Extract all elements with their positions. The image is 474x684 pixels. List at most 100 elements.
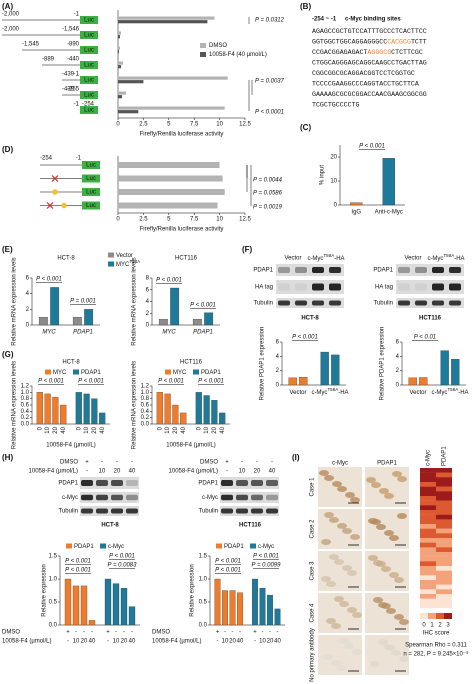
colorbar-segment — [420, 613, 428, 619]
sequence-line: GAAAAGCGCGCGGACCAACGAAGCGGCGG — [312, 91, 427, 98]
ihc-tissue — [397, 513, 407, 519]
x-tick-label: Vector — [409, 390, 426, 396]
heatmap-cell — [420, 584, 436, 590]
condition-value: - — [115, 630, 117, 636]
ihc-tissue — [334, 559, 344, 565]
ihc-tissue — [386, 608, 396, 614]
blot-strip — [80, 506, 139, 516]
y-tick-label: 1.5 — [49, 554, 58, 560]
bar — [118, 16, 215, 20]
statistic: Spearman Rho = 0.311 — [405, 643, 467, 649]
bar — [288, 377, 297, 386]
colorbar-label: 3 — [446, 623, 450, 629]
blot-strip — [220, 492, 279, 503]
bar — [44, 393, 51, 425]
construct-label: -254 — [82, 102, 95, 108]
colorbar-label: 0 — [422, 623, 426, 629]
bar — [80, 585, 88, 626]
blot-band — [221, 494, 233, 501]
y-tick-label: 0 — [276, 383, 280, 389]
y-tick-label: 0 — [26, 323, 30, 329]
ihc-image — [365, 467, 409, 507]
blot-band — [449, 283, 461, 291]
bar — [64, 578, 72, 626]
ihc-tissue — [321, 576, 331, 582]
bar — [259, 588, 266, 626]
p-value: P < 0.001 — [253, 554, 279, 560]
blot-strip — [220, 506, 279, 516]
blot-band — [312, 267, 324, 273]
luc-box — [80, 31, 98, 39]
ihc-tissue — [394, 577, 404, 583]
heatmap-cell — [436, 486, 452, 492]
legend-label-sup: T58A — [129, 259, 140, 264]
luc-box — [80, 46, 98, 54]
sequence-segment: CGGCGGCGCAGGACGGTCCTCGGTGC — [312, 70, 415, 77]
bar — [118, 162, 220, 168]
heatmap-cell — [420, 552, 436, 557]
legend-label-part: MYC — [53, 370, 67, 376]
heatmap-cell — [436, 505, 452, 511]
condition-label: 10058-F4 (µmol/L) — [152, 639, 201, 645]
heatmap-cell — [420, 519, 436, 525]
construct-label: -1,545 — [22, 42, 40, 48]
y-tick-label: 1.0 — [21, 390, 30, 396]
legend-label-part: c-Myc — [108, 544, 124, 550]
bar — [112, 583, 120, 626]
p-value: P = 0.0099 — [252, 563, 282, 569]
p-value: P < 0.001 — [65, 568, 91, 574]
x-tick-label: c-MycT58A-HA — [311, 387, 348, 396]
condition-value: - — [131, 630, 133, 636]
ihc-tissue — [350, 534, 360, 540]
p-value: P < 0.001 — [36, 277, 62, 283]
x-tick-label: 10 — [216, 217, 223, 223]
luc-box — [80, 106, 98, 114]
bar — [164, 393, 171, 425]
legend-label: PDAP1 — [81, 370, 101, 376]
x-tick-label-part: -HA — [458, 390, 468, 396]
heatmap-cell — [436, 594, 452, 599]
luc-label: Luc — [84, 48, 94, 54]
x-tick-label: 10 — [45, 426, 51, 433]
condition-value: - — [271, 460, 273, 466]
condition-value: 20 — [121, 639, 128, 645]
ihc-tissue — [383, 644, 393, 650]
panel-letter: (A) — [2, 2, 13, 11]
ihc-tissue — [397, 476, 407, 482]
condition-value: + — [66, 630, 70, 636]
blot-band — [111, 480, 123, 486]
bar — [83, 393, 90, 425]
x-tick-label: 10 — [165, 426, 171, 433]
legend-swatch — [100, 543, 106, 549]
p-value: P < 0.0001 — [255, 110, 284, 116]
condition-value: - — [86, 469, 88, 475]
x-tick-label: PDAP1 — [193, 330, 213, 336]
blot-row-label: PDAP1 — [373, 268, 393, 274]
construct-label: -255 — [67, 87, 80, 93]
x-tick-label: c-MycT58A-HA — [431, 387, 468, 396]
condition-value: 10 — [239, 469, 246, 475]
bar — [267, 594, 273, 626]
ihc-tissue — [368, 518, 378, 524]
heatmap-cell — [436, 566, 452, 571]
heatmap-column-label: PDAP1 — [442, 446, 448, 466]
sequence-segment: TCGCTGCCCCTG — [312, 101, 360, 108]
bar — [99, 412, 106, 425]
luc-label: Luc — [84, 78, 94, 84]
condition-value: - — [256, 460, 258, 466]
legend-swatch — [250, 543, 256, 549]
blot-band — [415, 267, 427, 273]
ihc-tissue — [347, 570, 357, 576]
legend-swatch — [108, 252, 114, 258]
x-tick-label: Vector — [289, 390, 306, 396]
condition-label: 10058-F4 (µmol/L) — [169, 469, 218, 475]
blot-row-label: PDAP1 — [198, 481, 218, 487]
x-tick-label: 0 — [116, 122, 120, 128]
case-label: Case 2 — [310, 519, 316, 539]
ihc-tissue — [373, 560, 383, 566]
blot-row-label: Tubulin — [59, 509, 78, 515]
mutation-mark — [51, 175, 59, 182]
p-value: P = 0.0083 — [108, 563, 138, 569]
x-tick-label-part: Vector — [409, 390, 426, 396]
x-tick-label: 0 — [76, 426, 82, 430]
